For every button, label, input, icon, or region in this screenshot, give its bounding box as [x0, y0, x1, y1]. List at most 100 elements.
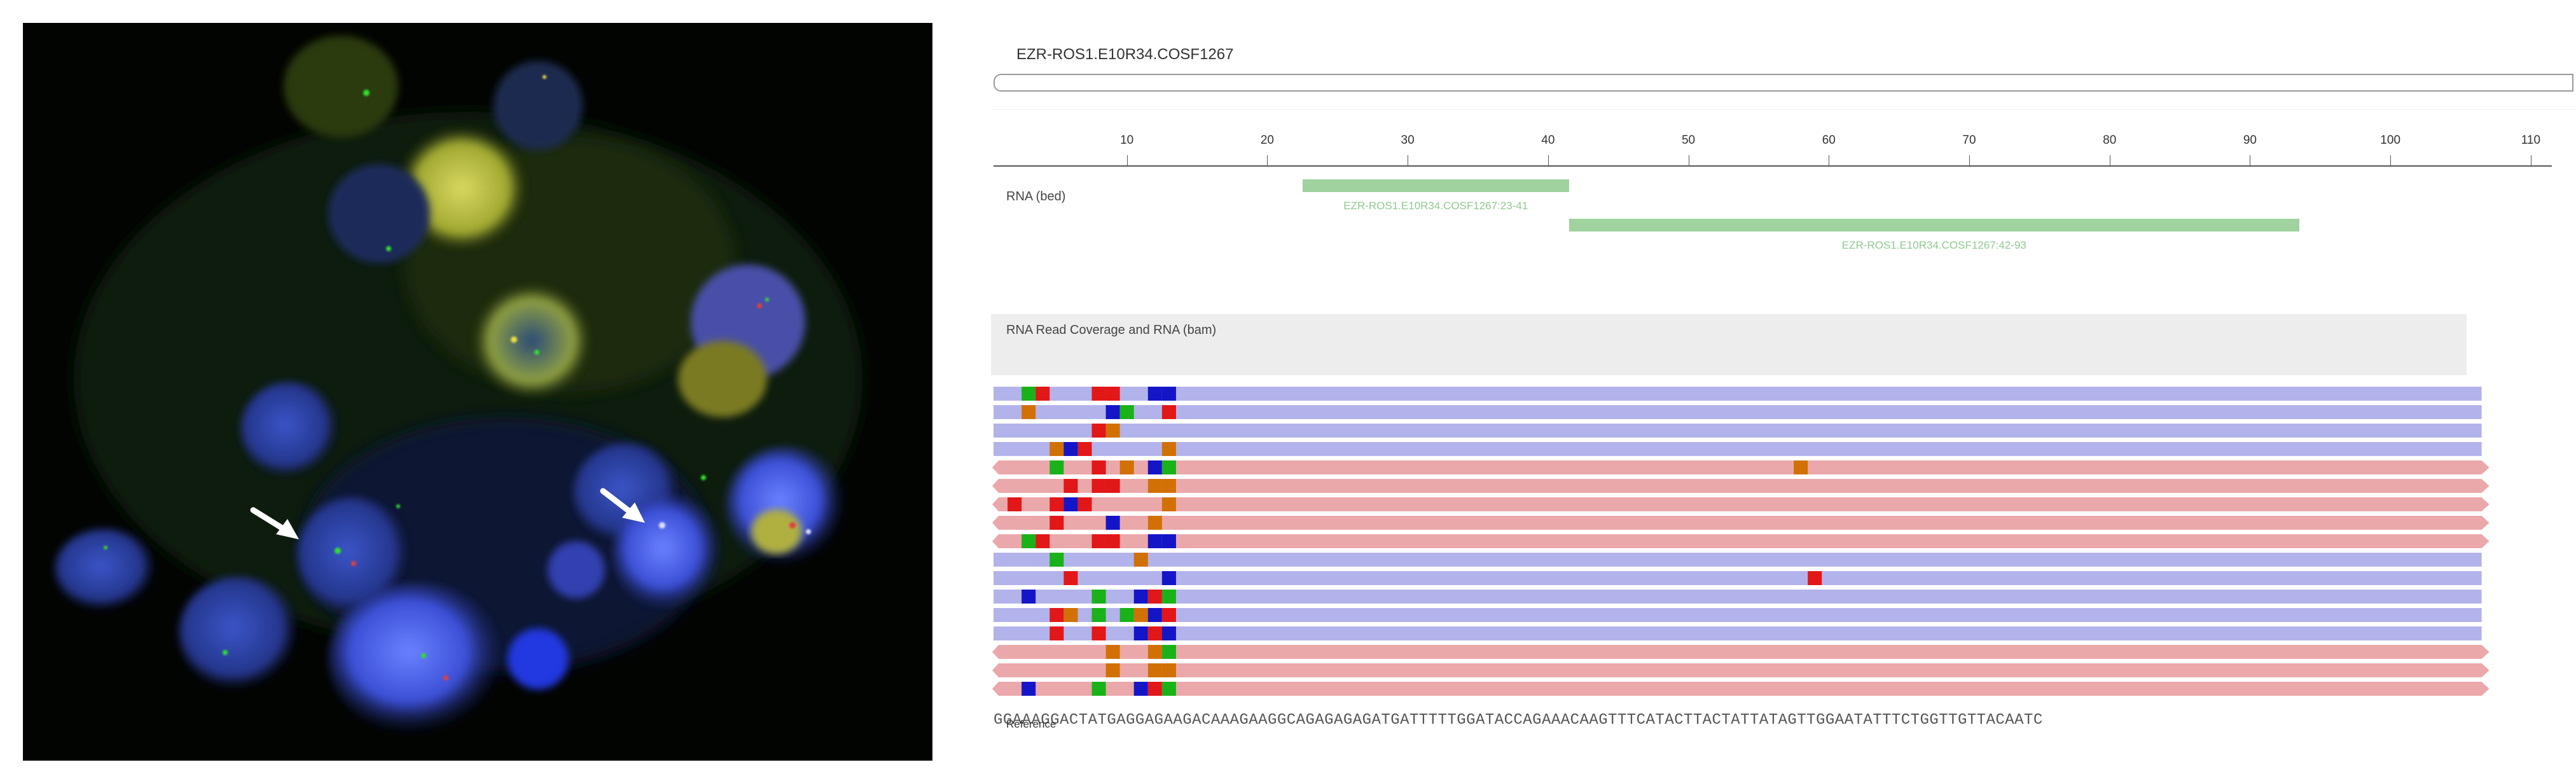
fish-image-canvas — [23, 23, 932, 761]
bed-feature-label: EZR-ROS1.E10R34.COSF1267:42-93 — [1841, 239, 2026, 251]
ruler-tick-label: 100 — [2380, 134, 2401, 147]
ruler-tick-label: 80 — [2103, 134, 2117, 147]
mismatch-base — [1049, 516, 1064, 530]
ruler-tick-label: 90 — [2243, 134, 2257, 147]
mismatch-base — [1147, 590, 1162, 604]
read-alignment[interactable] — [992, 645, 2489, 659]
mismatch-base — [1147, 479, 1162, 493]
mismatch-base — [1049, 460, 1064, 474]
mismatch-base — [1147, 626, 1162, 640]
mismatch-base — [1091, 682, 1106, 696]
mismatch-base — [1147, 682, 1162, 696]
mismatch-base — [1147, 460, 1162, 474]
mismatch-base — [1091, 424, 1106, 438]
mismatch-base — [1105, 424, 1120, 438]
read-alignment[interactable] — [992, 682, 2489, 696]
read-alignment[interactable] — [992, 460, 2489, 474]
read-alignment[interactable] — [992, 479, 2489, 493]
mismatch-base — [1105, 479, 1120, 493]
mismatch-base — [1161, 645, 1176, 659]
read-alignment[interactable] — [992, 663, 2489, 677]
mismatch-base — [1105, 516, 1120, 530]
mismatch-base — [1091, 608, 1106, 622]
mismatch-base — [1161, 663, 1176, 677]
mismatch-base — [1161, 590, 1176, 604]
mismatch-base — [1105, 663, 1120, 677]
ruler-tick — [1126, 155, 1128, 165]
ruler-tick-label: 20 — [1260, 134, 1274, 147]
mismatch-base — [1133, 590, 1148, 604]
read-alignment[interactable] — [992, 534, 2489, 548]
ruler-tick — [1548, 155, 1549, 165]
mismatch-base — [1035, 387, 1050, 401]
mismatch-base — [1035, 534, 1050, 548]
bed-feature[interactable] — [1302, 179, 1569, 192]
coverage-track — [991, 314, 2467, 375]
read-alignment[interactable] — [994, 553, 2482, 567]
mismatch-base — [1063, 497, 1078, 511]
track-label-rna-bed: RNA (bed) — [1006, 190, 1066, 204]
position-ruler[interactable]: 10 20 30 40 50 60 70 80 90 100 110 — [994, 134, 2552, 172]
read-alignment[interactable] — [994, 608, 2482, 622]
mismatch-base — [1063, 479, 1078, 493]
mismatch-base — [1161, 387, 1176, 401]
ruler-tick-label: 30 — [1401, 134, 1415, 147]
mismatch-base — [1021, 387, 1036, 401]
mismatch-base — [1133, 682, 1148, 696]
read-alignment[interactable] — [994, 626, 2482, 640]
mismatch-base — [1161, 626, 1176, 640]
mismatch-base — [1133, 626, 1148, 640]
read-alignment[interactable] — [992, 516, 2489, 530]
mismatch-base — [1091, 479, 1106, 493]
read-alignment[interactable] — [994, 405, 2482, 419]
track-label-reference: Reference — [1006, 718, 1056, 730]
mismatch-base — [1091, 590, 1106, 604]
arrow-left — [250, 507, 299, 539]
chromosome-ideogram-bar[interactable] — [994, 74, 2573, 92]
read-alignment[interactable] — [994, 571, 2482, 585]
mismatch-base — [1077, 497, 1092, 511]
mismatch-base — [1119, 608, 1134, 622]
ruler-tick-label: 60 — [1822, 134, 1836, 147]
mismatch-base — [1091, 387, 1106, 401]
mismatch-base — [1147, 534, 1162, 548]
mismatch-base — [1147, 516, 1162, 530]
ruler-tick-label: 110 — [2521, 134, 2541, 147]
mismatch-base — [1021, 590, 1036, 604]
ruler-tick-label: 50 — [1681, 134, 1696, 147]
mismatch-base — [1091, 626, 1106, 640]
mismatch-base — [1133, 553, 1148, 567]
mismatch-base — [1161, 460, 1176, 474]
ruler-tick — [1969, 155, 1970, 165]
igv-browser-panel: EZR-ROS1.E10R34.COSF1267 10 20 30 40 50 60 70 8… — [991, 0, 2576, 781]
mismatch-base — [1161, 608, 1176, 622]
read-alignment[interactable] — [994, 590, 2482, 604]
locus-title: EZR-ROS1.E10R34.COSF1267 — [1016, 46, 1234, 63]
ruler-tick-label: 70 — [1962, 134, 1976, 147]
read-alignment[interactable] — [994, 424, 2482, 438]
read-alignment[interactable] — [994, 387, 2482, 401]
mismatch-base — [1147, 608, 1162, 622]
mismatch-base — [1147, 387, 1162, 401]
mismatch-base — [1161, 534, 1176, 548]
mismatch-base — [1077, 442, 1092, 456]
mismatch-base — [1049, 442, 1064, 456]
mismatch-base — [1161, 405, 1176, 419]
alignment-reads[interactable] — [991, 387, 2576, 703]
mismatch-base — [1021, 534, 1036, 548]
track-label-coverage: RNA Read Coverage and RNA (bam) — [1006, 323, 1217, 337]
arrow-right — [600, 488, 645, 523]
read-alignment[interactable] — [992, 497, 2489, 511]
mismatch-base — [1008, 497, 1022, 511]
mismatch-base — [1161, 571, 1176, 585]
mismatch-base — [1161, 497, 1176, 511]
bed-feature[interactable] — [1568, 219, 2299, 232]
read-alignment[interactable] — [994, 442, 2482, 456]
ruler-axis-line — [994, 165, 2552, 167]
mismatch-base — [1049, 626, 1064, 640]
mismatch-base — [1808, 571, 1822, 585]
fish-microscopy-image — [23, 23, 932, 761]
mismatch-base — [1147, 645, 1162, 659]
mismatch-base — [1147, 663, 1162, 677]
ruler-tick-label: 40 — [1541, 134, 1555, 147]
